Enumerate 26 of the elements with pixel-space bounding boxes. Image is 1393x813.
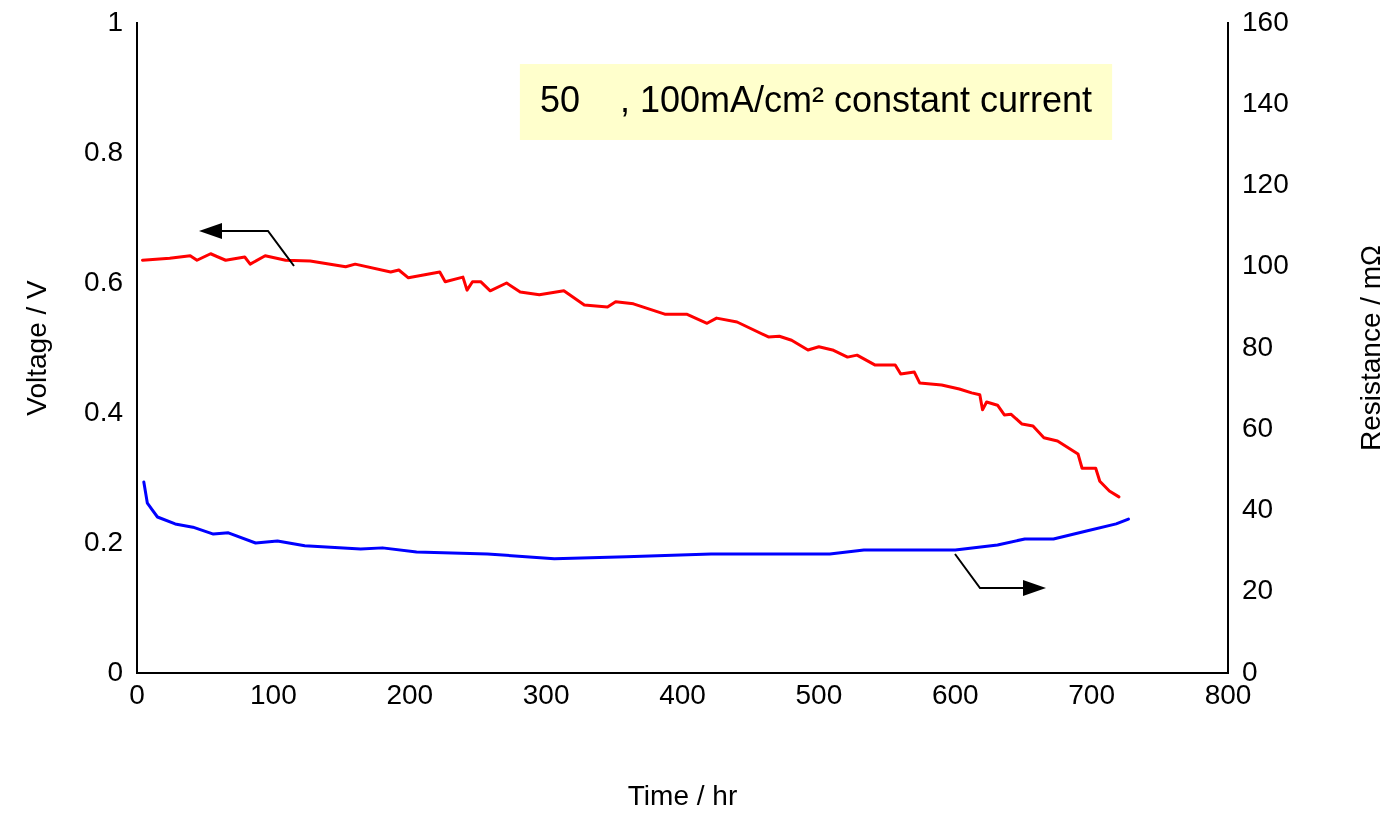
y2-tick-label: 140 — [1242, 86, 1289, 118]
y2-tick-label: 20 — [1242, 574, 1274, 606]
x-tick-label: 400 — [659, 678, 706, 710]
y-tick-label: 0.8 — [84, 135, 123, 167]
y2-tick-label: 160 — [1242, 5, 1289, 37]
y2-tick-label: 100 — [1242, 249, 1289, 281]
y-axis-title: Voltage / V — [20, 279, 52, 416]
x-tick-label: 500 — [795, 678, 843, 710]
y2-tick-label: 120 — [1242, 168, 1289, 200]
y2-tick-label: 80 — [1242, 330, 1274, 362]
y-tick-label: 0 — [107, 655, 123, 687]
x-axis-title: Time / hr — [627, 779, 738, 811]
annotation: 50 , 100mA/cm² constant current — [539, 78, 1093, 120]
x-tick-label: 600 — [931, 678, 979, 710]
y2-axis-title: Resistance / mΩ — [1354, 244, 1386, 452]
y-tick-label: 0.2 — [84, 525, 123, 557]
x-tick-label: 300 — [522, 678, 570, 710]
x-tick-label: 200 — [386, 678, 434, 710]
x-tick-label: 700 — [1068, 678, 1115, 710]
y-tick-label: 0.4 — [84, 395, 123, 427]
y-tick-label: 1 — [107, 5, 123, 37]
x-tick-label: 0 — [129, 678, 145, 710]
y2-tick-label: 40 — [1242, 493, 1274, 525]
y2-tick-label: 60 — [1242, 411, 1274, 443]
y-tick-label: 0.6 — [84, 265, 123, 297]
x-tick-label: 100 — [250, 678, 297, 710]
